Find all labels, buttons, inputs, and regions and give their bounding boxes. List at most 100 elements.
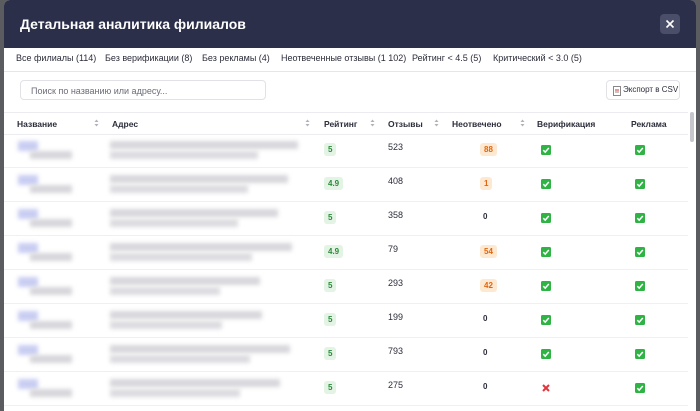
address-redacted bbox=[110, 389, 240, 397]
rating-badge: 5 bbox=[324, 143, 337, 156]
icon-bg bbox=[541, 247, 551, 257]
sort-icon[interactable] bbox=[520, 119, 525, 127]
export-button[interactable]: Экспорт в CSV bbox=[606, 80, 680, 100]
icon-bg bbox=[635, 213, 645, 223]
sort-icon[interactable] bbox=[434, 119, 439, 127]
reviews-count: 358 bbox=[388, 210, 404, 220]
cross-icon bbox=[542, 384, 550, 392]
address-redacted bbox=[110, 209, 278, 217]
icon-bg bbox=[635, 247, 645, 257]
icon-bg bbox=[635, 383, 645, 393]
name-redacted bbox=[18, 243, 38, 253]
icon-check bbox=[542, 181, 550, 188]
icon-bg bbox=[541, 213, 551, 223]
icon-check bbox=[542, 249, 550, 256]
sort-icon[interactable] bbox=[94, 119, 99, 127]
column-header[interactable]: Отзывы bbox=[388, 119, 423, 129]
sort-up bbox=[370, 119, 375, 122]
address-redacted bbox=[110, 219, 238, 227]
name-redacted bbox=[30, 253, 72, 261]
name-redacted bbox=[18, 277, 38, 287]
icon-bg bbox=[635, 349, 645, 359]
column-header[interactable]: Адрес bbox=[112, 119, 139, 129]
name-redacted bbox=[30, 219, 72, 227]
unanswered-badge: 42 bbox=[480, 279, 497, 292]
column-header[interactable]: Неотвечено bbox=[452, 119, 502, 129]
sort-down bbox=[434, 124, 439, 127]
sort-icon[interactable] bbox=[370, 119, 375, 127]
rating-badge: 5 bbox=[324, 313, 337, 326]
sort-down bbox=[94, 124, 99, 127]
table-row[interactable]: 4.9 79 54 bbox=[4, 235, 688, 270]
icon-bg bbox=[541, 145, 551, 155]
check-icon bbox=[635, 383, 645, 393]
unanswered-badge: 88 bbox=[480, 143, 497, 156]
name-redacted bbox=[30, 151, 72, 159]
check-icon bbox=[541, 247, 551, 257]
sort-up bbox=[305, 119, 310, 122]
column-header: Верификация bbox=[537, 119, 596, 129]
table-row[interactable]: 5 358 0 bbox=[4, 201, 688, 236]
scrollbar[interactable] bbox=[690, 112, 694, 142]
rating-badge: 5 bbox=[324, 381, 337, 394]
icon-check bbox=[542, 147, 550, 154]
filter-tab[interactable]: Без рекламы (4) bbox=[202, 53, 270, 63]
table-row[interactable]: 5 523 88 bbox=[4, 133, 688, 168]
table-row[interactable]: 5 293 42 bbox=[4, 269, 688, 304]
check-icon bbox=[635, 179, 645, 189]
filter-tab[interactable]: Критический < 3.0 (5) bbox=[493, 53, 582, 63]
address-redacted bbox=[110, 141, 298, 149]
table-row[interactable]: 5 275 0 bbox=[4, 371, 688, 406]
reviews-count: 199 bbox=[388, 312, 404, 322]
column-header[interactable]: Рейтинг bbox=[324, 119, 358, 129]
table-row[interactable]: 5 793 0 bbox=[4, 337, 688, 372]
modal-header: Детальная аналитика филиалов bbox=[4, 0, 696, 48]
filter-tab[interactable]: Неотвеченные отзывы (1 102) bbox=[281, 53, 407, 63]
search-input[interactable]: Поиск по названию или адресу... bbox=[20, 80, 266, 100]
reviews-count: 408 bbox=[388, 176, 404, 186]
icon-check bbox=[636, 181, 644, 188]
name-redacted bbox=[18, 141, 38, 151]
sort-down bbox=[520, 124, 525, 127]
address-redacted bbox=[110, 321, 222, 329]
icon-x bbox=[542, 384, 550, 392]
name-redacted bbox=[30, 389, 72, 397]
icon-check bbox=[636, 283, 644, 290]
filter-tab[interactable]: Без верификации (8) bbox=[105, 53, 193, 63]
filter-tab[interactable]: Рейтинг < 4.5 (5) bbox=[412, 53, 482, 63]
address-redacted bbox=[110, 243, 292, 251]
close-button[interactable] bbox=[660, 14, 680, 34]
table-row[interactable]: 5 199 0 bbox=[4, 303, 688, 338]
icon-check bbox=[542, 317, 550, 324]
icon-check bbox=[636, 385, 644, 392]
export-label: Экспорт в CSV bbox=[623, 85, 679, 94]
icon-check bbox=[636, 215, 644, 222]
address-redacted bbox=[110, 311, 262, 319]
reviews-count: 79 bbox=[388, 244, 399, 254]
sort-up bbox=[94, 119, 99, 122]
export-icon bbox=[613, 86, 621, 96]
unanswered-badge: 1 bbox=[480, 177, 493, 190]
modal: Детальная аналитика филиалов Все филиалы… bbox=[4, 0, 696, 411]
address-redacted bbox=[110, 175, 288, 183]
name-redacted bbox=[30, 355, 72, 363]
check-icon bbox=[635, 349, 645, 359]
filter-tabs: Все филиалы (114) Без верификации (8) Без … bbox=[4, 48, 696, 72]
check-icon bbox=[635, 145, 645, 155]
column-header[interactable]: Название bbox=[17, 119, 58, 129]
address-redacted bbox=[110, 253, 252, 261]
check-icon bbox=[635, 281, 645, 291]
address-redacted bbox=[110, 379, 280, 387]
address-redacted bbox=[110, 185, 248, 193]
check-icon bbox=[635, 213, 645, 223]
icon-bg bbox=[635, 179, 645, 189]
sort-icon[interactable] bbox=[305, 119, 310, 127]
close-icon bbox=[665, 19, 675, 29]
address-redacted bbox=[110, 277, 260, 285]
reviews-count: 275 bbox=[388, 380, 404, 390]
icon-bg bbox=[541, 349, 551, 359]
table-row[interactable]: 4.9 408 1 bbox=[4, 167, 688, 202]
filter-tab[interactable]: Все филиалы (114) bbox=[16, 53, 97, 63]
column-header: Реклама bbox=[631, 119, 667, 129]
check-icon bbox=[541, 281, 551, 291]
